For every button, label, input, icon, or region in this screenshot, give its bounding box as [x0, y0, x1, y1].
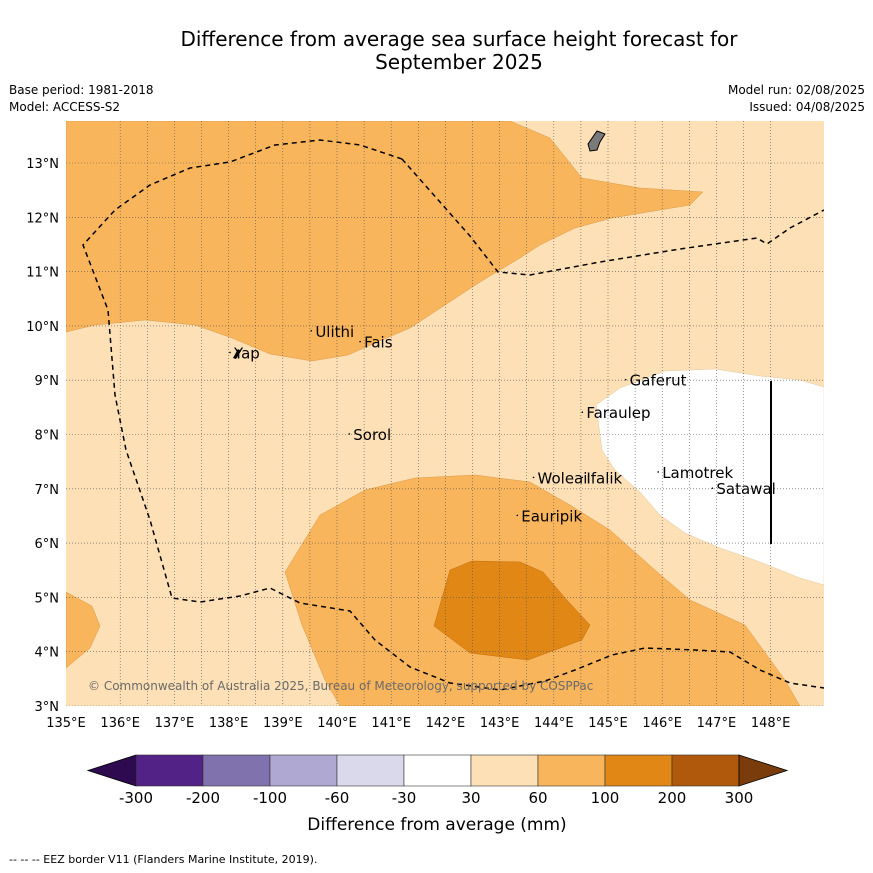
lat-tick-label: 12°N	[26, 211, 59, 226]
place-marker	[582, 477, 584, 479]
place-label-ifalik: Ifalik	[586, 469, 622, 487]
place-label-satawal: Satawal	[716, 480, 775, 498]
colorbar-segment	[337, 755, 404, 786]
colorbar-tick-label: -300	[119, 789, 153, 807]
place-marker	[657, 471, 659, 473]
place-marker	[348, 433, 350, 435]
map-figure: © Commonwealth of Australia 2025, Bureau…	[0, 0, 873, 873]
lat-tick-label: 5°N	[35, 591, 60, 606]
place-marker	[229, 352, 231, 354]
place-marker	[582, 411, 584, 413]
lon-tick-label: 141°E	[371, 716, 411, 731]
lon-tick-labels: 135°E 136°E 137°E 138°E 139°E 140°E 141°E 142°E…	[46, 716, 790, 731]
lat-tick-label: 4°N	[35, 646, 60, 661]
colorbar-tick-label: 300	[725, 789, 754, 807]
place-marker	[625, 379, 627, 381]
lat-tick-labels: 3°N 4°N 5°N 6°N 7°N 8°N 9°N 10°N 11°N 12°N 13°N	[26, 157, 59, 715]
lon-tick-label: 147°E	[697, 716, 737, 731]
lat-tick-label: 3°N	[35, 700, 60, 715]
lon-tick-label: 135°E	[46, 716, 86, 731]
lat-tick-label: 10°N	[26, 320, 59, 335]
lon-tick-label: 144°E	[534, 716, 574, 731]
place-label-sorol: Sorol	[353, 426, 391, 444]
lon-tick-label: 145°E	[588, 716, 628, 731]
colorbar-segment	[538, 755, 605, 786]
place-label-eauripik: Eauripik	[521, 507, 582, 525]
lon-tick-label: 137°E	[155, 716, 195, 731]
place-label-faraulep: Faraulep	[586, 404, 650, 422]
footnote: -- -- -- EEZ border V11 (Flanders Marine…	[9, 853, 317, 866]
colorbar-segment	[136, 755, 203, 786]
colorbar-segment	[605, 755, 672, 786]
lat-tick-label: 9°N	[35, 374, 60, 389]
lat-tick-label: 7°N	[35, 483, 60, 498]
copyright-text: © Commonwealth of Australia 2025, Bureau…	[88, 679, 593, 693]
place-label-gaferut: Gaferut	[630, 372, 687, 390]
place-marker	[516, 515, 518, 517]
colorbar-arrow-high	[739, 755, 787, 786]
colorbar-segment	[404, 755, 471, 786]
colorbar-tick-label: 60	[528, 789, 547, 807]
colorbar-tick-label: 30	[461, 789, 480, 807]
colorbar-tick-label: 200	[658, 789, 687, 807]
colorbar-tick-label: -200	[186, 789, 220, 807]
lon-tick-label: 136°E	[100, 716, 140, 731]
map-area: © Commonwealth of Australia 2025, Bureau…	[66, 121, 824, 706]
colorbar-segment	[203, 755, 270, 786]
colorbar-segment	[471, 755, 538, 786]
colorbar-segment	[270, 755, 337, 786]
colorbar-segment	[672, 755, 739, 786]
place-marker	[359, 341, 361, 343]
lat-tick-label: 13°N	[26, 157, 59, 172]
place-marker	[533, 477, 535, 479]
lat-tick-label: 8°N	[35, 429, 60, 444]
place-marker	[712, 487, 714, 489]
colorbar-tick-label: 100	[591, 789, 620, 807]
lon-tick-label: 138°E	[209, 716, 249, 731]
lon-tick-label: 140°E	[317, 716, 357, 731]
lon-tick-label: 143°E	[480, 716, 520, 731]
place-label-fais: Fais	[364, 334, 393, 352]
lon-tick-label: 142°E	[426, 716, 466, 731]
colorbar-tick-label: -60	[325, 789, 350, 807]
place-label-woleai: Woleai	[538, 469, 588, 487]
colorbar-tick-label: -30	[392, 789, 417, 807]
lat-tick-label: 6°N	[35, 537, 60, 552]
colorbar-arrow-low	[88, 755, 136, 786]
place-label-yap: Yap	[233, 344, 260, 362]
lon-tick-label: 148°E	[751, 716, 791, 731]
colorbar-tick-label: -100	[253, 789, 287, 807]
colorbar: -300 -200 -100 -60 -30 30 60 100 200 300	[88, 755, 787, 807]
colorbar-label: Difference from average (mm)	[307, 815, 566, 835]
lon-tick-label: 139°E	[263, 716, 303, 731]
lon-tick-label: 146°E	[642, 716, 682, 731]
place-marker	[311, 330, 313, 332]
lat-tick-label: 11°N	[26, 266, 59, 281]
place-label-ulithi: Ulithi	[315, 323, 354, 341]
